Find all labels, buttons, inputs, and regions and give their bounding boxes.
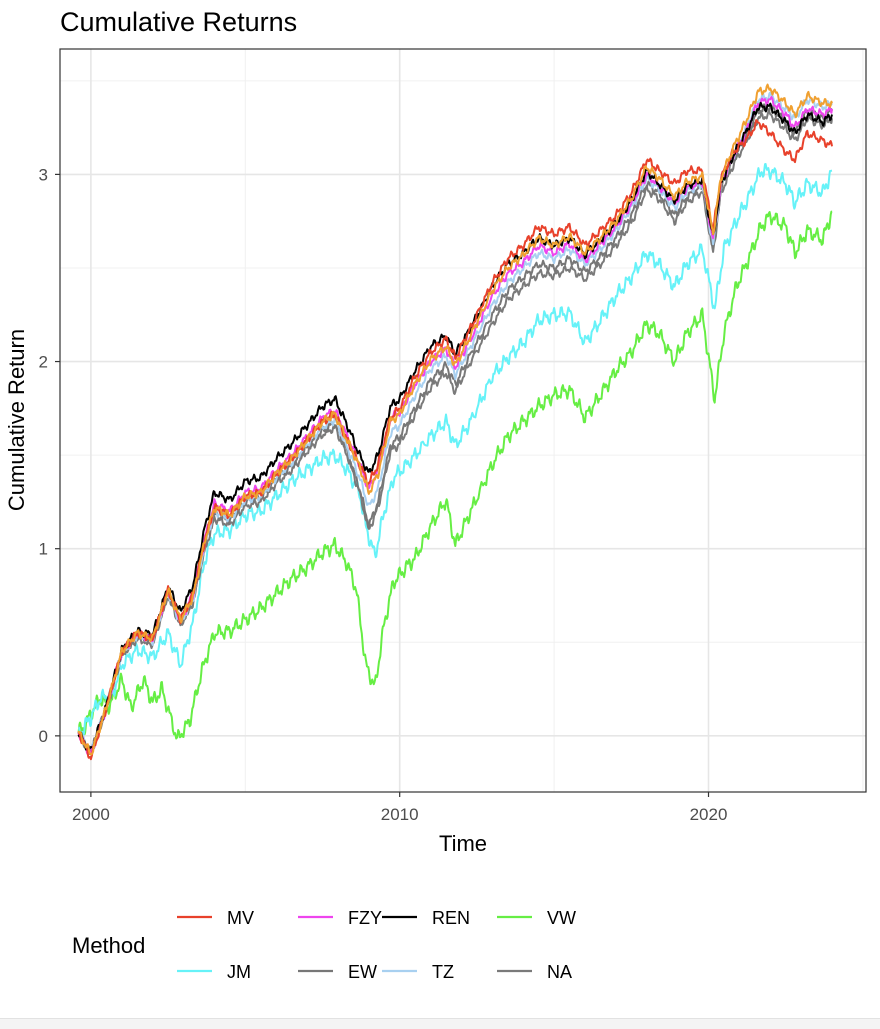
y-axis: 0 1 2 3: [39, 165, 60, 746]
chart-title: Cumulative Returns: [60, 7, 297, 37]
series-line-unlabeled: [77, 83, 833, 756]
plot-panel: [60, 49, 866, 792]
legend-label-fzy: FZY: [348, 908, 382, 928]
x-tick-label: 2010: [381, 805, 419, 824]
series-layer: [77, 83, 833, 761]
x-tick-label: 2020: [690, 805, 728, 824]
legend-label-tz: TZ: [432, 962, 454, 982]
legend-label-ew: EW: [348, 962, 377, 982]
y-tick-label: 1: [39, 540, 48, 559]
y-tick-label: 2: [39, 353, 48, 372]
legend-label-vw: VW: [547, 908, 576, 928]
y-tick-label: 3: [39, 165, 48, 184]
series-line-vw: [77, 210, 833, 740]
legend-label-ren: REN: [432, 908, 470, 928]
legend-label-jm: JM: [227, 962, 251, 982]
series-line-jm: [78, 163, 833, 738]
plot-border: [59, 48, 867, 793]
series-line-ren: [77, 101, 833, 751]
legend-title: Method: [72, 933, 145, 958]
legend-label-mv: MV: [227, 908, 254, 928]
x-axis: 2000 2010 2020: [72, 792, 727, 824]
bottom-strip: [0, 1018, 880, 1029]
legend-label-na: NA: [547, 962, 572, 982]
grid-layer: [60, 49, 866, 792]
y-axis-label: Cumulative Return: [4, 329, 29, 511]
x-tick-label: 2000: [72, 805, 110, 824]
x-axis-label: Time: [439, 831, 487, 856]
legend: Method MV FZY REN VW JM EW TZ NA: [72, 908, 576, 982]
y-tick-label: 0: [39, 727, 48, 746]
